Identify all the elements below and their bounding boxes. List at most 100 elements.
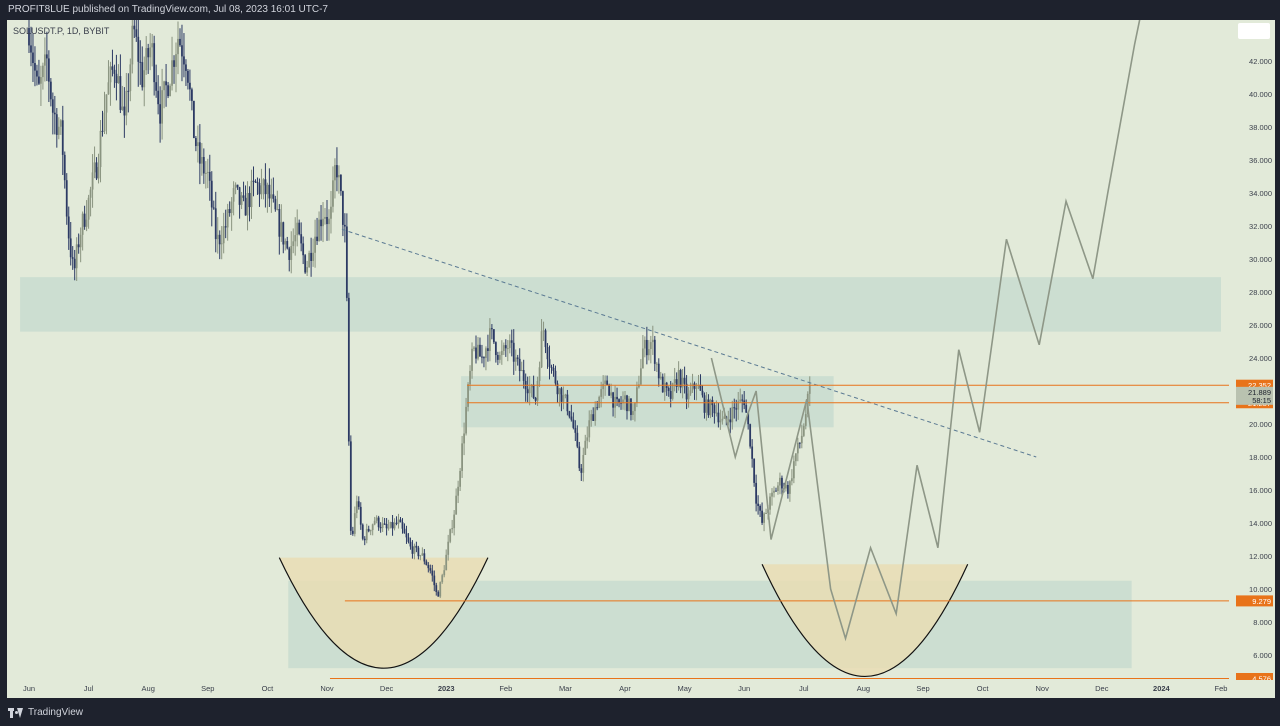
candle-body-115 — [256, 182, 259, 184]
candle-body-15 — [57, 126, 60, 135]
x-tick-label-4: Oct — [262, 684, 275, 693]
candle-body-211 — [447, 541, 450, 555]
candle-body-262 — [548, 359, 551, 367]
y-tick-label-17: 8.000 — [1253, 618, 1272, 627]
x-tick-label-11: May — [678, 684, 692, 693]
x-tick-label-16: Oct — [977, 684, 990, 693]
candle-body-206 — [437, 591, 440, 597]
candle-body-80 — [187, 70, 189, 83]
level-label-3-text: 4.576 — [1252, 674, 1271, 683]
cup-curve-0 — [278, 557, 489, 669]
footer-bar: TradingView — [0, 700, 1280, 726]
candle-body-125 — [276, 209, 279, 211]
candles — [28, 20, 811, 599]
candle-body-258 — [540, 331, 543, 368]
candle-body-135 — [296, 222, 299, 236]
candle-body-256 — [536, 380, 539, 401]
candle-body-386 — [794, 453, 797, 462]
candle-body-339 — [701, 390, 704, 396]
candle-body-249 — [522, 370, 525, 381]
candle-body-137 — [300, 234, 303, 244]
candle-body-50 — [127, 90, 130, 92]
candle-body-168 — [361, 524, 364, 539]
candle-body-49 — [125, 90, 128, 116]
candle-body-100 — [226, 209, 229, 228]
candle-body-161 — [347, 297, 350, 442]
candle-body-3 — [34, 63, 36, 71]
candle-body-340 — [703, 395, 706, 413]
candle-body-201 — [427, 565, 430, 569]
candle-body-148 — [322, 218, 324, 227]
candle-body-257 — [538, 367, 541, 381]
candle-body-354 — [731, 407, 734, 423]
candle-body-334 — [691, 383, 694, 391]
candle-body-114 — [254, 181, 257, 183]
symbol-label: SOLUSDT.P, 1D, BYBIT — [13, 26, 110, 36]
candle-body-320 — [663, 382, 666, 393]
candle-body-362 — [747, 412, 750, 425]
chart-area[interactable]: 42.000 40.000 38.000 36.000 34.000 32.000 30.0… — [7, 20, 1275, 698]
candle-body-324 — [671, 383, 674, 399]
candle-body-265 — [554, 370, 557, 384]
candle-body-92 — [210, 180, 213, 208]
candle-body-364 — [751, 446, 754, 459]
candle-body-11 — [49, 81, 52, 100]
candle-body-74 — [175, 54, 177, 67]
candle-body-9 — [45, 54, 48, 59]
candle-body-268 — [560, 388, 563, 402]
candle-body-375 — [773, 490, 775, 493]
candle-body-113 — [252, 180, 255, 182]
candle-body-303 — [630, 398, 632, 415]
candle-body-274 — [572, 419, 575, 428]
candle-body-118 — [262, 179, 265, 186]
level-label-2: 9.279 — [1236, 595, 1273, 607]
candle-body-10 — [47, 58, 50, 82]
candle-body-228 — [481, 356, 483, 358]
candle-body-363 — [749, 424, 752, 447]
x-tick-label-15: Sep — [916, 684, 929, 693]
candle-body-289 — [602, 383, 605, 390]
y-tick-label-12: 18.000 — [1249, 453, 1272, 462]
candle-body-55 — [137, 36, 140, 62]
x-tick-label-19: 2024 — [1153, 684, 1171, 693]
candle-body-315 — [653, 339, 656, 364]
candle-body-14 — [55, 114, 58, 135]
projection-path — [710, 20, 1141, 642]
candle-body-106 — [238, 187, 241, 205]
candle-body-12 — [51, 99, 54, 113]
x-tick-label-8: Feb — [499, 684, 512, 693]
candle-body-338 — [699, 384, 702, 391]
candle-body-39 — [105, 94, 108, 113]
candle-body-180 — [385, 523, 388, 529]
candle-body-65 — [157, 90, 160, 105]
candle-body-352 — [727, 419, 730, 421]
candle-body-110 — [246, 192, 249, 216]
candle-body-198 — [421, 553, 424, 556]
candle-body-32 — [91, 172, 94, 190]
candle-body-146 — [318, 219, 320, 242]
candle-body-330 — [683, 377, 686, 384]
candle-body-376 — [775, 490, 777, 492]
candle-body-356 — [735, 408, 738, 410]
candle-body-369 — [761, 510, 763, 523]
candle-body-236 — [496, 355, 499, 360]
candle-body-127 — [280, 222, 283, 237]
candle-body-76 — [179, 38, 181, 46]
zone-0 — [20, 277, 1221, 332]
candle-body-170 — [365, 528, 368, 541]
candle-body-149 — [324, 216, 326, 219]
chart-canvas[interactable]: 42.000 40.000 38.000 36.000 34.000 32.000 30.0… — [7, 20, 1275, 698]
x-tick-label-0: Jun — [23, 684, 35, 693]
candle-body-56 — [139, 61, 142, 63]
chart-corner-box[interactable] — [1238, 23, 1270, 39]
brand[interactable]: TradingView — [8, 700, 83, 726]
candle-body-254 — [532, 384, 535, 398]
candle-body-40 — [107, 82, 110, 95]
candle-body-293 — [610, 392, 612, 396]
y-tick-label-9: 24.000 — [1249, 354, 1272, 363]
candle-body-27 — [81, 213, 84, 235]
candle-body-176 — [377, 517, 380, 528]
candle-body-13 — [53, 112, 56, 115]
candle-body-223 — [471, 348, 473, 371]
candle-body-377 — [777, 485, 779, 492]
